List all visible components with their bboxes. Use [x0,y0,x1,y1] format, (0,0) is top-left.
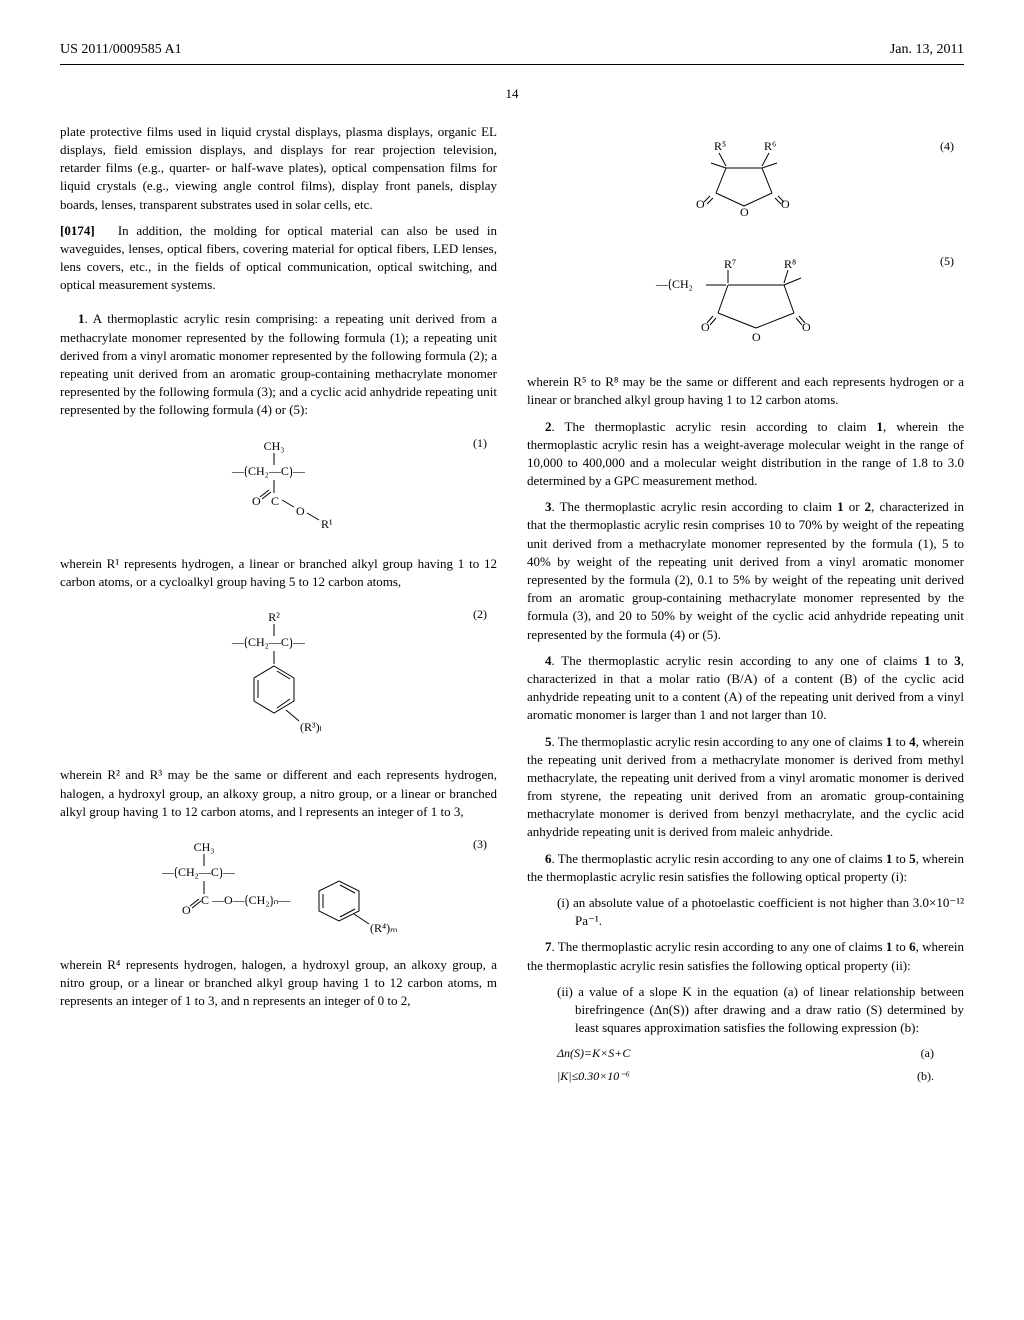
equation-b: |K|≤0.30×10⁻⁶ (b). [557,1068,934,1085]
right-column: (4) R⁵ R⁶ O O O [527,123,964,1091]
claim-3: 3. The thermoplastic acrylic resin accor… [527,498,964,644]
formula-5-svg: —⟮CH₂ R⁷ R⁸ O O O [646,253,846,353]
claim-2-text: . The thermoplastic acrylic resin accord… [552,419,877,434]
claim-6-to: to [892,851,909,866]
formula-2-container: (2) R² —⟮CH₂—C⟯— (R³)ₗ [60,606,497,751]
claim-6-text: . The thermoplastic acrylic resin accord… [552,851,886,866]
equation-a-label: (a) [921,1045,934,1062]
content-columns: plate protective films used in liquid cr… [60,123,964,1091]
formula-5-label: (5) [940,253,954,270]
claim-1: 1. A thermoplastic acrylic resin compris… [60,310,497,419]
svg-text:R⁵: R⁵ [714,139,726,153]
claim-4-text: . The thermoplastic acrylic resin accord… [552,653,925,668]
claim-3-cont: , characterized in that the thermoplasti… [527,499,964,641]
svg-text:—⟮CH₂: —⟮CH₂ [655,277,693,291]
svg-text:CH₃: CH₃ [263,439,284,453]
claim-6-sub: (i) an absolute value of a photoelastic … [557,894,964,930]
page-number: 14 [60,85,964,103]
claim-3-text: . The thermoplastic acrylic resin accord… [552,499,838,514]
left-column: plate protective films used in liquid cr… [60,123,497,1091]
claim-3-or: or [844,499,865,514]
svg-text:—⟮CH₂—C⟯—: —⟮CH₂—C⟯— [161,865,236,879]
claim-7: 7. The thermoplastic acrylic resin accor… [527,938,964,974]
equation-a: Δn(S)=K×S+C (a) [557,1045,934,1062]
claim-4-to: to [931,653,955,668]
wherein-r4: wherein R⁴ represents hydrogen, halogen,… [60,956,497,1011]
claim-7-text: . The thermoplastic acrylic resin accord… [552,939,886,954]
claim-4: 4. The thermoplastic acrylic resin accor… [527,652,964,725]
svg-text:O: O [182,903,191,917]
claim-5-to: to [892,734,909,749]
equation-a-text: Δn(S)=K×S+C [557,1045,630,1062]
formula-3-label: (3) [473,836,487,853]
claim-7-to: to [892,939,909,954]
formula-5-container: (5) —⟮CH₂ R⁷ R⁸ O O O [527,253,964,358]
svg-text:O: O [252,494,261,508]
formula-4-svg: R⁵ R⁶ O O O [666,138,826,233]
formula-2-label: (2) [473,606,487,623]
svg-text:O: O [802,320,811,334]
svg-text:R⁸: R⁸ [784,257,796,271]
svg-text:—⟮CH₂—C⟯—: —⟮CH₂—C⟯— [231,464,306,478]
svg-text:O: O [752,330,761,344]
page-header: US 2011/0009585 A1 Jan. 13, 2011 [60,40,964,65]
formula-3-container: (3) CH₃ —⟮CH₂—C⟯— O C —O—⟮CH₂⟯ₙ— (R⁴)ₘ [60,836,497,941]
svg-text:R¹: R¹ [321,517,333,531]
publication-date: Jan. 13, 2011 [890,40,964,60]
equation-b-label: (b). [917,1068,934,1085]
wherein-r5-r8: wherein R⁵ to R⁸ may be the same or diff… [527,373,964,409]
claim-2: 2. The thermoplastic acrylic resin accor… [527,418,964,491]
formula-4-container: (4) R⁵ R⁶ O O O [527,138,964,238]
claim-5: 5. The thermoplastic acrylic resin accor… [527,733,964,842]
svg-text:R⁶: R⁶ [764,139,776,153]
svg-text:R⁷: R⁷ [724,257,736,271]
svg-text:O: O [701,320,710,334]
svg-text:C: C [201,893,209,907]
claim-7-sub: (ii) a value of a slope K in the equatio… [557,983,964,1038]
svg-text:O: O [296,504,305,518]
svg-text:O: O [696,197,705,211]
formula-1-svg: CH₃ —⟮CH₂—C⟯— O C O R¹ [204,435,354,535]
svg-text:O: O [781,197,790,211]
paragraph-0174: [0174] In addition, the molding for opti… [60,222,497,295]
claim-5-cont: , wherein the repeating unit derived fro… [527,734,964,840]
svg-text:—O—⟮CH₂⟯ₙ—: —O—⟮CH₂⟯ₙ— [211,893,291,907]
wherein-r2-r3: wherein R² and R³ may be the same or dif… [60,766,497,821]
intro-paragraph: plate protective films used in liquid cr… [60,123,497,214]
para-number-0174: [0174] [60,223,95,238]
equation-b-text: |K|≤0.30×10⁻⁶ [557,1068,630,1085]
wherein-r1: wherein R¹ represents hydrogen, a linear… [60,555,497,591]
claim-1-text: . A thermoplastic acrylic resin comprisi… [60,311,497,417]
claim-5-text: . The thermoplastic acrylic resin accord… [552,734,886,749]
formula-2-svg: R² —⟮CH₂—C⟯— (R³)ₗ [204,606,354,746]
svg-text:C: C [271,494,279,508]
claim-6: 6. The thermoplastic acrylic resin accor… [527,850,964,886]
svg-text:CH₃: CH₃ [193,840,214,854]
svg-text:(R⁴)ₘ: (R⁴)ₘ [370,921,398,935]
publication-number: US 2011/0009585 A1 [60,40,182,60]
formula-3-svg: CH₃ —⟮CH₂—C⟯— O C —O—⟮CH₂⟯ₙ— (R⁴)ₘ [144,836,414,936]
formula-1-container: (1) CH₃ —⟮CH₂—C⟯— O C O R¹ [60,435,497,540]
formula-1-label: (1) [473,435,487,452]
para-0174-text: In addition, the molding for optical mat… [60,223,497,293]
formula-4-label: (4) [940,138,954,155]
svg-text:—⟮CH₂—C⟯—: —⟮CH₂—C⟯— [231,635,306,649]
svg-text:(R³)ₗ: (R³)ₗ [300,720,322,734]
svg-text:O: O [740,205,749,219]
svg-text:R²: R² [268,610,280,624]
